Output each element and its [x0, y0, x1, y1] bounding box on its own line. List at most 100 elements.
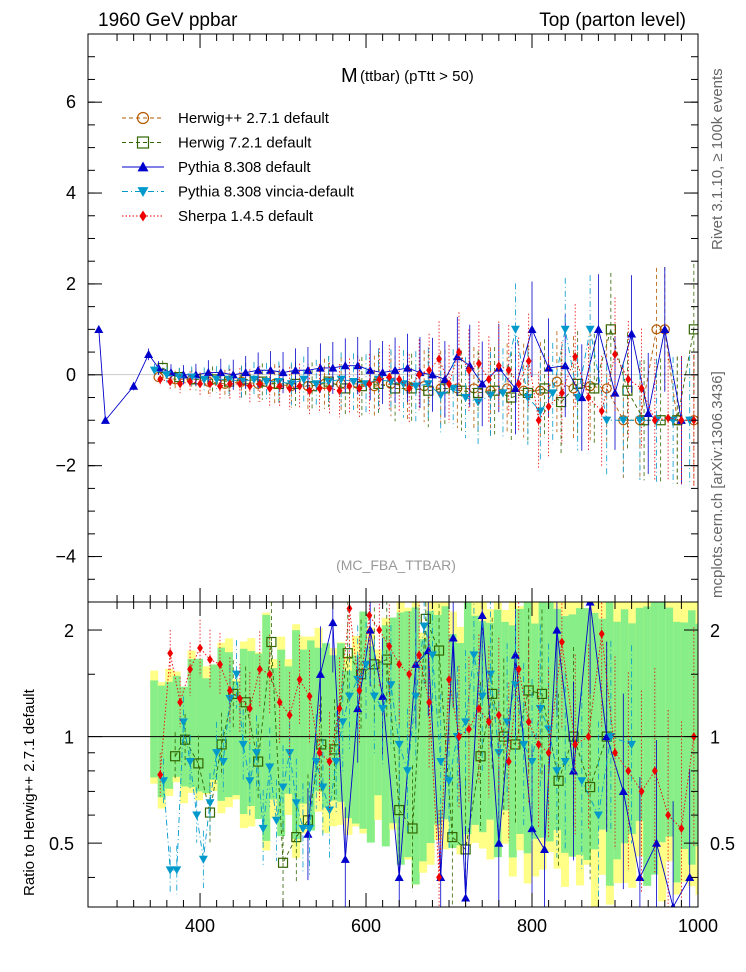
ratio-band-green	[150, 680, 159, 778]
data-point	[187, 377, 194, 387]
ratio-point	[253, 756, 264, 767]
legend-entry-2: Pythia 8.308 default	[178, 159, 311, 176]
data-point	[403, 363, 413, 372]
ratio-point	[456, 732, 462, 742]
data-point	[174, 373, 184, 382]
ratio-y-tick-label-right: 1	[710, 728, 720, 748]
ratio-band-green	[471, 615, 480, 825]
legend-entry-3: Pythia 8.308 vincia-default	[178, 184, 355, 201]
data-point	[261, 378, 271, 387]
ratio-point	[205, 799, 215, 808]
ratio-point	[376, 625, 383, 635]
ratio-point	[277, 857, 289, 868]
ratio-point	[515, 664, 522, 674]
ratio-point	[386, 681, 396, 690]
data-point	[448, 384, 458, 393]
ratio-point	[266, 669, 273, 679]
legend-entry-0: Herwig++ 2.7.1 default	[178, 110, 330, 127]
ratio-band-green	[538, 602, 547, 838]
ratio-point	[536, 688, 548, 699]
data-point	[635, 416, 645, 425]
ratio-point	[585, 732, 592, 742]
ratio-point	[266, 636, 277, 648]
ratio-point	[494, 749, 504, 758]
ratio-band-green	[157, 685, 166, 798]
data-point	[627, 329, 637, 338]
ratio-point	[436, 872, 442, 882]
ratio-point	[207, 655, 213, 665]
main-panel: 6 4 2 0 −2 −4 M (ttbar) (pTtt > 50) (MC_FBA_T…	[55, 33, 699, 603]
data-point	[336, 386, 343, 396]
data-point	[94, 324, 104, 333]
ratio-band-green	[396, 612, 405, 865]
data-point	[299, 375, 309, 384]
data-point	[426, 365, 433, 375]
ratio-band-green	[277, 649, 286, 837]
ratio-point	[411, 692, 421, 701]
data-point	[162, 371, 172, 380]
ratio-point	[342, 648, 353, 659]
ratio-point	[544, 725, 554, 734]
ratio-band-green	[546, 602, 555, 842]
data-point	[452, 352, 462, 361]
ratio-point	[618, 786, 628, 796]
data-point	[461, 393, 471, 403]
ratio-point	[461, 893, 471, 902]
data-point	[149, 366, 159, 375]
ratio-point	[157, 770, 164, 780]
legend-marker	[136, 111, 150, 125]
ratio-series-1	[303, 602, 695, 907]
ratio-point	[172, 866, 182, 875]
data-point	[241, 368, 251, 377]
ratio-band-green	[576, 608, 584, 855]
data-point	[515, 379, 522, 389]
ratio-band-green	[635, 607, 644, 821]
chart-title-main: M	[341, 65, 358, 87]
ratio-point	[447, 831, 458, 843]
y-tick-label: −4	[55, 547, 76, 567]
data-point	[440, 374, 450, 383]
data-point	[376, 374, 383, 384]
data-point	[187, 373, 197, 382]
ratio-ticks: 2 2 1 1 0.5 0.5 400 600 800 1000	[49, 602, 735, 936]
data-point	[386, 372, 393, 382]
data-point	[100, 415, 110, 424]
ratio-point	[572, 739, 579, 749]
ratio-point	[338, 718, 348, 727]
series-3	[149, 275, 695, 486]
data-point	[203, 368, 213, 377]
ratio-band-green	[366, 646, 375, 843]
ratio-band-green	[434, 615, 443, 825]
ratio-point	[495, 710, 502, 720]
ratio-point	[494, 838, 504, 847]
data-point	[535, 415, 542, 425]
ratio-band-green	[643, 606, 652, 886]
legend-entry-1: Herwig 7.2.1 default	[178, 135, 312, 152]
ratio-point	[340, 854, 350, 863]
ratio-band-green	[658, 602, 667, 843]
ratio-band-green	[217, 647, 226, 801]
data-point	[378, 368, 388, 377]
ratio-point	[598, 629, 605, 639]
ratio-y-tick-label: 1	[64, 728, 74, 748]
ratio-point	[510, 650, 520, 659]
ratio-line	[159, 608, 695, 878]
data-point	[326, 383, 333, 393]
ratio-point	[369, 692, 379, 701]
ratio-point	[331, 757, 341, 767]
ratio-band-green	[351, 655, 360, 824]
ratio-band-green	[172, 675, 181, 777]
ratio-band-green	[292, 630, 301, 839]
ratio-point	[510, 681, 520, 690]
data-point	[286, 380, 296, 389]
ratio-point	[226, 685, 233, 695]
ratio-band-green	[232, 681, 241, 796]
ratio-point	[187, 664, 194, 674]
data-point	[398, 380, 408, 389]
data-point	[416, 370, 423, 380]
data-point	[177, 379, 184, 389]
ratio-point	[165, 866, 175, 875]
ratio-point	[291, 799, 301, 808]
ratio-point	[444, 777, 454, 786]
